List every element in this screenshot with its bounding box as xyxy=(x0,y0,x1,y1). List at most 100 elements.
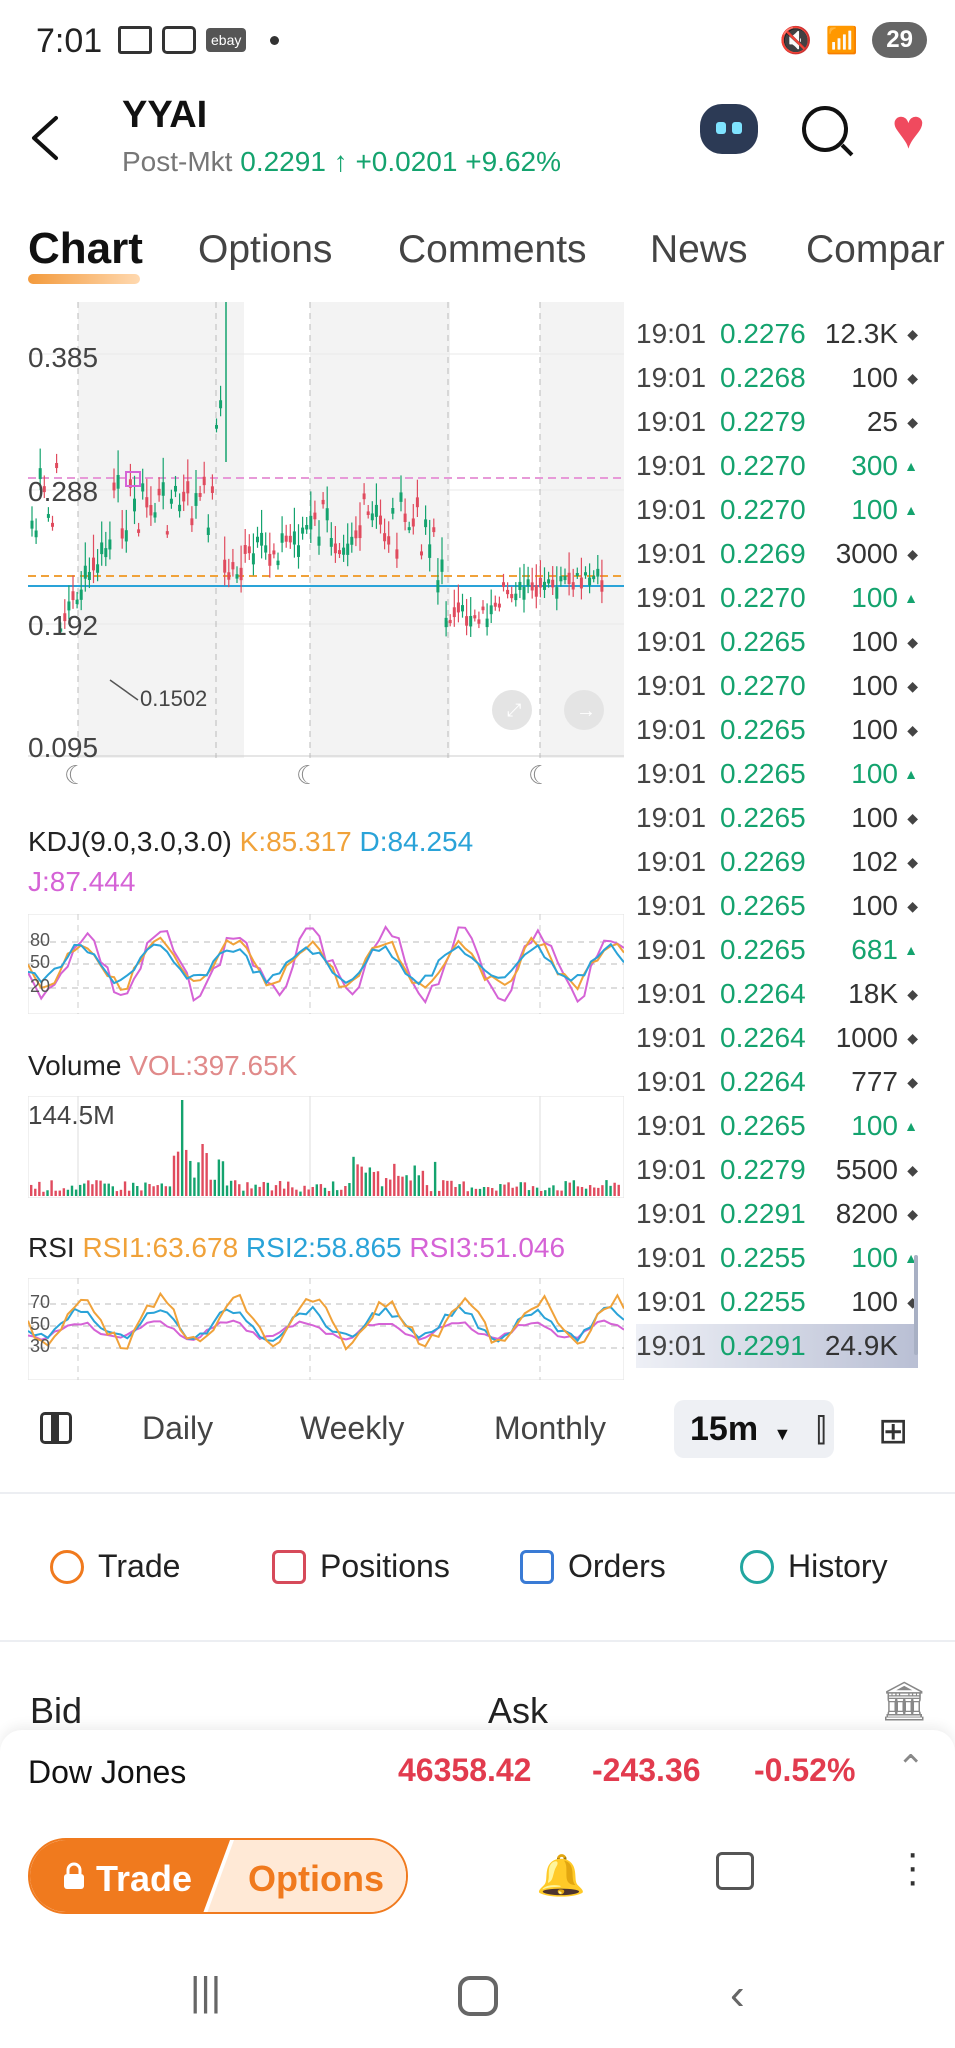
trading-actions: Trade Positions Orders History xyxy=(0,1540,955,1600)
bottom-action-bar: Trade Options 🔔 · · · xyxy=(0,1812,955,1936)
tab-comments[interactable]: Comments xyxy=(398,228,587,271)
rsi-header[interactable]: RSI RSI1:63.678 RSI2:58.865 RSI3:51.046 xyxy=(28,1232,565,1264)
search-icon[interactable] xyxy=(801,106,848,152)
history-clock-icon xyxy=(740,1549,774,1584)
volume-bar xyxy=(548,1187,551,1196)
tick-time: 19:01 xyxy=(636,670,707,701)
chevron-up-icon[interactable]: ⌃ xyxy=(896,1749,926,1787)
tab-chart[interactable]: Chart xyxy=(28,224,143,273)
candle-body xyxy=(448,619,452,624)
candle-body xyxy=(145,497,149,508)
trade-action[interactable]: Trade xyxy=(50,1548,180,1585)
tab-news[interactable]: News xyxy=(650,228,748,271)
period-15m-dropdown[interactable]: 15m ▼ xyxy=(674,1400,834,1458)
kdj-header[interactable]: KDJ(9.0,3.0,3.0) K:85.317 D:84.254 xyxy=(28,826,473,858)
back-arrow-icon[interactable] xyxy=(26,108,66,168)
bank-icon[interactable]: 🏛 xyxy=(880,1681,929,1723)
candle-body xyxy=(575,572,579,576)
alert-bell-icon[interactable]: 🔔 xyxy=(536,1854,586,1898)
volume-bar xyxy=(299,1191,302,1196)
favorite-heart-icon[interactable]: ♥ xyxy=(891,97,925,160)
panel-toggle-icon[interactable] xyxy=(40,1412,72,1444)
volume-bar xyxy=(405,1175,408,1196)
trade-button[interactable]: Trade xyxy=(30,1840,230,1912)
volume-bar xyxy=(340,1189,343,1196)
tick-time: 19:01 xyxy=(636,1066,707,1097)
volume-bar xyxy=(397,1175,400,1196)
tick-feed-scrollbar[interactable] xyxy=(914,1255,918,1355)
candle-body xyxy=(456,602,460,613)
candle-body xyxy=(567,572,571,585)
up-arrow-icon: ↑ xyxy=(333,146,348,177)
grid-menu-icon[interactable]: ⊞ xyxy=(878,1410,909,1451)
candle-body xyxy=(116,475,120,489)
tick-volume: 100 xyxy=(851,494,898,525)
neutral-tick-icon: ◆ xyxy=(907,1030,918,1046)
candle-body xyxy=(79,589,83,600)
kdj-chart[interactable]: 80 50 20 xyxy=(27,913,625,1015)
volume-bar xyxy=(278,1181,282,1196)
tick-price: 0.2265 xyxy=(720,758,806,789)
fullscreen-icon[interactable] xyxy=(492,690,532,730)
tick-volume: 681 xyxy=(851,934,898,965)
candle-body xyxy=(333,543,337,554)
period-weekly[interactable]: Weekly xyxy=(300,1410,405,1446)
volume-bar xyxy=(287,1181,290,1196)
kdj-level-80: 80 xyxy=(30,930,51,950)
tab-options[interactable]: Options xyxy=(198,228,333,271)
volume-bar xyxy=(307,1189,310,1196)
positions-action[interactable]: Positions xyxy=(272,1548,450,1585)
tick-volume: 18K xyxy=(848,978,898,1009)
volume-bar xyxy=(58,1190,61,1196)
candle-body xyxy=(358,525,362,539)
volume-bar xyxy=(523,1182,527,1196)
volume-bar xyxy=(393,1163,396,1196)
volume-bar xyxy=(531,1186,535,1196)
ai-assistant-icon[interactable] xyxy=(699,104,758,154)
tick-row: 19:01 0.2279 25 ◆ xyxy=(636,400,918,444)
recents-icon[interactable]: ||| xyxy=(190,1970,222,2014)
volume-chart[interactable]: 144.5M xyxy=(27,1095,625,1199)
volume-bar xyxy=(527,1190,531,1196)
tick-price: 0.2270 xyxy=(720,670,806,701)
index-ticker-bar[interactable]: Dow Jones 46358.42 -243.36 -0.52% ⌃ xyxy=(0,1730,955,1812)
tick-row: 19:01 0.2270 100 ◆ xyxy=(636,664,918,708)
period-daily[interactable]: Daily xyxy=(142,1410,214,1446)
tick-price: 0.2265 xyxy=(720,890,806,921)
price-chart[interactable]: ⤢ → 0.385 0.288 0.192 0.095 0.1502 xyxy=(28,302,624,763)
candle-body xyxy=(198,493,202,497)
tick-time: 19:01 xyxy=(636,890,707,921)
share-icon[interactable] xyxy=(716,1852,754,1890)
uptick-icon: ▲ xyxy=(904,942,918,958)
rsi-chart[interactable]: 70 50 30 xyxy=(27,1277,625,1381)
volume-bar xyxy=(352,1156,355,1196)
mail-icon xyxy=(118,26,152,54)
options-button[interactable]: Options xyxy=(206,1840,406,1912)
candle-body xyxy=(407,527,411,531)
candle-body xyxy=(530,582,534,591)
orders-action[interactable]: Orders xyxy=(520,1548,666,1585)
jump-latest-icon[interactable] xyxy=(564,690,604,730)
home-icon[interactable] xyxy=(458,1976,498,2016)
tick-time: 19:01 xyxy=(636,318,707,349)
candle-body xyxy=(534,585,538,597)
stock-tabs: Chart Options Comments News Compar xyxy=(0,220,955,290)
history-action[interactable]: History xyxy=(740,1548,888,1585)
tick-volume: 102 xyxy=(851,846,898,877)
positions-icon xyxy=(272,1549,306,1584)
nav-back-icon[interactable]: ‹ xyxy=(730,1970,745,2019)
volume-bar xyxy=(556,1190,559,1196)
tab-company[interactable]: Compar xyxy=(806,228,945,271)
tick-time: 19:01 xyxy=(636,538,707,569)
candlestick-chart[interactable]: ⤢ → xyxy=(28,302,624,758)
tick-price: 0.2265 xyxy=(720,934,806,965)
more-vertical-icon[interactable]: · · · xyxy=(906,1831,920,1903)
volume-header[interactable]: Volume VOL:397.65K xyxy=(28,1050,297,1082)
time-and-sales[interactable]: 19:01 0.2276 12.3K ◆ 19:01 0.2268 100 ◆ 19:01 0.2… xyxy=(636,312,918,1368)
overnight-moon-icon: ☾ xyxy=(64,760,88,790)
volume-bar xyxy=(364,1172,367,1196)
candlestick-type-icon[interactable]: ⫿ xyxy=(816,1412,827,1448)
period-monthly[interactable]: Monthly xyxy=(494,1410,607,1446)
volume-bar xyxy=(552,1185,555,1196)
index-change: -243.36 xyxy=(592,1752,701,1788)
